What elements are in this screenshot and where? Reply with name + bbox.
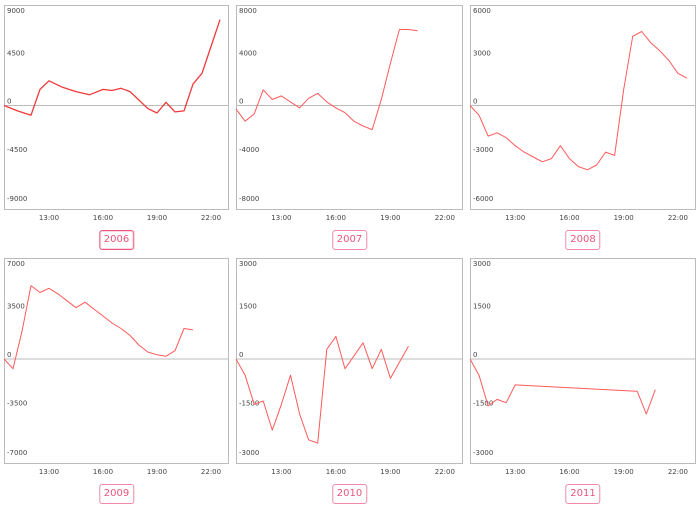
y-tick-label: 4500 (7, 49, 25, 57)
x-tick-label: 16:00 (326, 214, 346, 222)
x-tick-label: 13:00 (39, 214, 59, 222)
chart-panel-2008: 6000 3000 0 -3000 -6000 13:00 16:00 19:00 22:00 … (469, 5, 696, 250)
x-tick-label: 22:00 (668, 214, 688, 222)
y-tick-label: 0 (473, 351, 477, 359)
y-tick-label: 9000 (7, 7, 25, 15)
chart-frame (4, 258, 229, 464)
x-tick-label: 13:00 (505, 468, 525, 476)
x-tick-label: 22:00 (435, 468, 455, 476)
x-tick-label: 19:00 (147, 214, 167, 222)
x-tick-label: 19:00 (147, 468, 167, 476)
x-tick-label: 22:00 (668, 468, 688, 476)
chart-2008: 6000 3000 0 -3000 -6000 13:00 16:00 19:00 22:00 (469, 5, 696, 222)
x-tick-label: 13:00 (271, 214, 291, 222)
year-badge-2011[interactable]: 2011 (565, 484, 601, 504)
year-badge-2006[interactable]: 2006 (98, 230, 135, 250)
x-tick-label: 22:00 (201, 468, 221, 476)
chart-2007: 8000 4000 0 -4000 -8000 13:00 16:00 19:00 22:00 (235, 5, 463, 222)
chart-panel-2007: 8000 4000 0 -4000 -8000 13:00 16:00 19:00 22:00 … (235, 5, 463, 250)
chart-panel-2011: 3000 1500 0 -1500 -3000 13:00 16:00 19:00 22:00 … (469, 258, 696, 504)
y-tick-label: 3000 (473, 260, 491, 268)
x-tick-label: 13:00 (271, 468, 291, 476)
x-tick-label: 19:00 (380, 468, 400, 476)
x-tick-label: 13:00 (39, 468, 59, 476)
series-line (469, 31, 688, 171)
x-tick-label: 19:00 (614, 214, 634, 222)
y-tick-label: -3000 (473, 449, 493, 457)
x-tick-label: 16:00 (559, 468, 579, 476)
y-tick-label: -3000 (473, 146, 493, 154)
year-badge-2008[interactable]: 2008 (565, 230, 601, 250)
x-tick-label: 16:00 (93, 214, 113, 222)
chart-frame (470, 5, 696, 210)
y-tick-label: 6000 (473, 7, 491, 15)
y-tick-label: -7000 (7, 449, 27, 457)
chart-panel-2010: 3000 1500 0 -1500 -3000 13:00 16:00 19:00 22:00 … (235, 258, 463, 504)
chart-2009: 7000 3500 0 -3500 -7000 13:00 16:00 19:00 22:00 (3, 258, 229, 476)
series-line (3, 19, 221, 116)
x-tick-label: 16:00 (559, 214, 579, 222)
y-tick-label: 1500 (239, 303, 257, 311)
y-tick-label: -3000 (239, 449, 259, 457)
x-tick-label: 19:00 (380, 214, 400, 222)
chart-frame (4, 5, 229, 210)
y-tick-label: 1500 (473, 303, 491, 311)
y-tick-label: 0 (7, 98, 11, 106)
series-line (235, 29, 418, 131)
y-tick-label: -6000 (473, 195, 493, 203)
y-tick-label: 8000 (239, 7, 257, 15)
y-tick-label: 3000 (473, 49, 491, 57)
y-tick-label: 0 (7, 351, 11, 359)
chart-frame (236, 5, 463, 210)
y-tick-label: 3000 (239, 260, 257, 268)
x-tick-label: 22:00 (201, 214, 221, 222)
x-tick-label: 13:00 (505, 214, 525, 222)
y-tick-label: -4500 (7, 146, 27, 154)
y-tick-label: -3500 (7, 400, 27, 408)
chart-frame (236, 258, 463, 464)
x-tick-label: 19:00 (614, 468, 634, 476)
year-badge-2007[interactable]: 2007 (331, 230, 368, 250)
y-tick-label: -9000 (7, 195, 27, 203)
chart-panel-2006: 9000 4500 0 -4500 -9000 13:00 16:00 19:00 22:00 … (3, 5, 229, 250)
series-line (3, 285, 194, 370)
series-line (469, 358, 656, 415)
chart-2010: 3000 1500 0 -1500 -3000 13:00 16:00 19:00 22:00 (235, 258, 463, 476)
y-tick-label: 0 (473, 98, 477, 106)
chart-panel-2009: 7000 3500 0 -3500 -7000 13:00 16:00 19:00 22:00 … (3, 258, 229, 504)
y-tick-label: 0 (239, 351, 243, 359)
y-tick-label: 0 (239, 98, 243, 106)
y-tick-label: 3500 (7, 303, 25, 311)
chart-frame (470, 258, 696, 464)
year-badge-2009[interactable]: 2009 (98, 484, 135, 504)
x-tick-label: 16:00 (93, 468, 113, 476)
chart-2011: 3000 1500 0 -1500 -3000 13:00 16:00 19:00 22:00 (469, 258, 696, 476)
y-tick-label: 7000 (7, 260, 25, 268)
y-tick-label: 4000 (239, 49, 257, 57)
year-badge-2010[interactable]: 2010 (331, 484, 368, 504)
series-line (235, 335, 409, 444)
y-tick-label: -8000 (239, 195, 259, 203)
chart-2006: 9000 4500 0 -4500 -9000 13:00 16:00 19:00 22:00 (3, 5, 229, 222)
x-tick-label: 22:00 (435, 214, 455, 222)
y-tick-label: -4000 (239, 146, 259, 154)
y-tick-label: -1500 (473, 400, 493, 408)
y-tick-label: -1500 (239, 400, 259, 408)
x-tick-label: 16:00 (326, 468, 346, 476)
